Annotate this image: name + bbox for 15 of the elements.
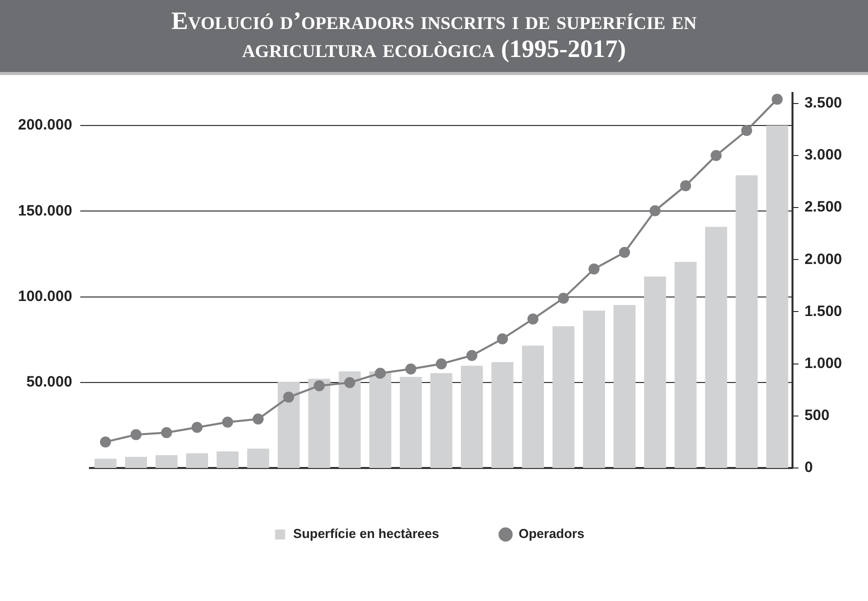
chart-title: Evolució d’operadors inscrits i de superfície en agricultura ecològica (1995-2017)	[0, 0, 868, 75]
y2-tick-label: 2.500	[804, 198, 842, 216]
y2-tick-label: 2.000	[804, 250, 842, 268]
y2-tick-label: 500	[804, 407, 830, 424]
y-tick-label: 100.000	[18, 288, 72, 305]
y-tick-label: 50.000	[26, 374, 72, 391]
y-tick-label: 200.000	[18, 116, 72, 134]
legend-label: Operadors	[518, 526, 584, 542]
y-tick-label: 150.000	[18, 202, 72, 220]
y2-tick-label: 0	[804, 459, 813, 476]
y2-tick-label: 1.500	[804, 302, 842, 320]
y2-tick-label: 3.500	[804, 94, 842, 112]
legend-label: Superfície en hectàrees	[293, 526, 440, 542]
y2-tick-label: 1.000	[804, 354, 842, 372]
y2-tick-label: 3.000	[804, 146, 842, 164]
